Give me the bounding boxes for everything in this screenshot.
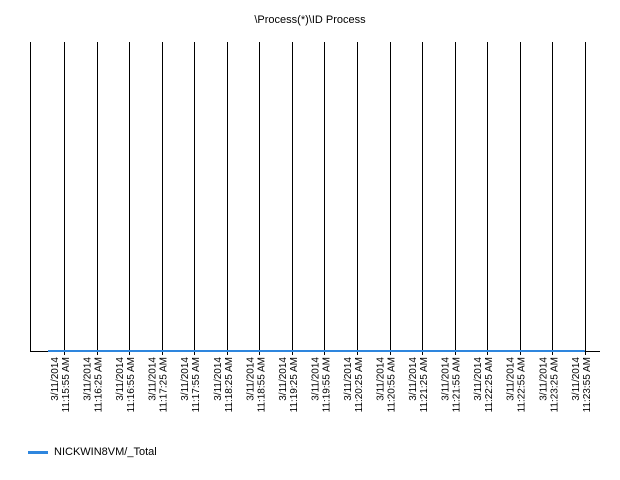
x-tick-label: 3/11/201411:19:55 AM [310, 357, 332, 413]
x-tick-label: 3/11/201411:16:55 AM [115, 357, 137, 413]
gridlines [30, 42, 586, 355]
x-tick-label: 3/11/201411:17:25 AM [148, 357, 170, 413]
x-tick-label: 3/11/201411:17:55 AM [180, 357, 202, 413]
legend-swatch [28, 450, 48, 454]
legend-label: NICKWIN8VM/_Total [54, 446, 157, 458]
x-tick-labels: 3/11/201411:15:55 AM 3/11/201411:16:25 AM… [50, 357, 593, 413]
x-tick-label: 3/11/201411:20:25 AM [343, 357, 365, 413]
x-tick-label: 3/11/201411:21:55 AM [441, 357, 463, 413]
x-tick-label: 3/11/201411:19:25 AM [278, 357, 300, 413]
legend: NICKWIN8VM/_Total [28, 446, 157, 458]
x-tick-label: 3/11/201411:16:25 AM [83, 357, 105, 413]
x-tick-label: 3/11/201411:18:25 AM [213, 357, 235, 413]
x-tick-label: 3/11/201411:23:25 AM [538, 357, 560, 413]
x-tick-label: 3/11/201411:23:55 AM [571, 357, 593, 413]
x-tick-label: 3/11/201411:22:25 AM [473, 357, 495, 413]
x-tick-label: 3/11/201411:15:55 AM [50, 357, 72, 413]
x-tick-label: 3/11/201411:21:25 AM [408, 357, 430, 413]
x-tick-label: 3/11/201411:22:55 AM [506, 357, 528, 413]
x-tick-label: 3/11/201411:20:55 AM [376, 357, 398, 413]
x-tick-label: 3/11/201411:18:55 AM [245, 357, 267, 413]
chart-title: \Process(*)\ID Process [254, 14, 366, 26]
